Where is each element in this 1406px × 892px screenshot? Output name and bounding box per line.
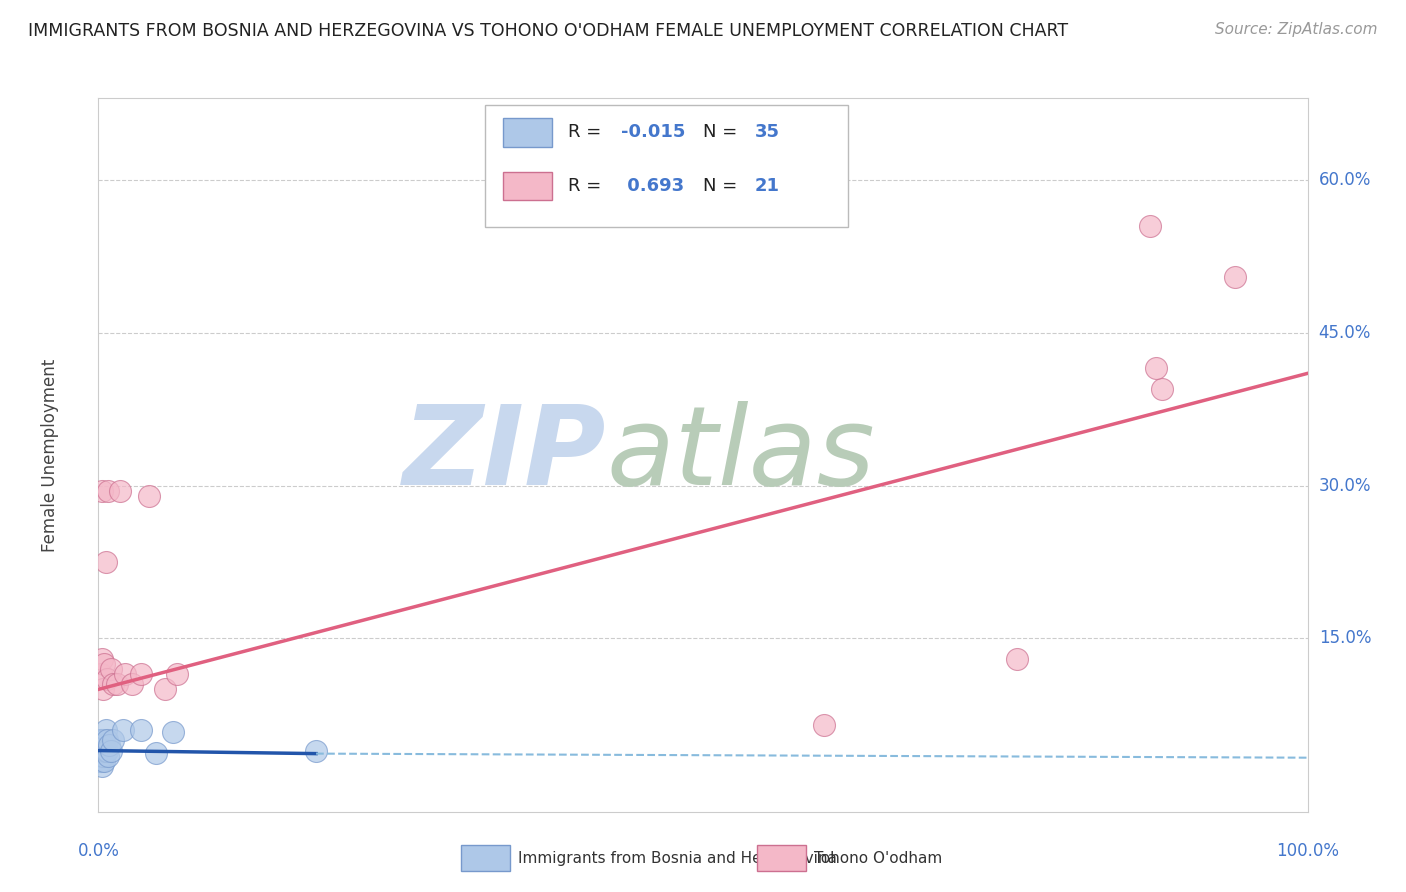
Point	[96, 743, 118, 757]
FancyBboxPatch shape	[461, 846, 509, 871]
Point	[91, 748, 114, 763]
Text: R =: R =	[568, 123, 606, 141]
Text: 60.0%: 60.0%	[1319, 170, 1371, 189]
Point	[91, 652, 114, 666]
Point	[89, 743, 111, 757]
Point	[153, 682, 176, 697]
Point	[93, 743, 115, 757]
Point	[94, 723, 117, 738]
Text: Tohono O'odham: Tohono O'odham	[814, 851, 942, 865]
Text: 15.0%: 15.0%	[1319, 630, 1371, 648]
Text: 45.0%: 45.0%	[1319, 324, 1371, 342]
Point	[90, 667, 112, 681]
Point	[138, 489, 160, 503]
Point	[91, 483, 114, 498]
Point	[91, 733, 114, 747]
Text: 0.693: 0.693	[621, 177, 683, 194]
Point	[129, 667, 152, 681]
Point	[89, 754, 111, 768]
Point	[1139, 219, 1161, 233]
Text: 30.0%: 30.0%	[1319, 476, 1371, 494]
Point	[166, 667, 188, 681]
FancyBboxPatch shape	[758, 846, 806, 871]
Point	[89, 733, 111, 747]
Point	[90, 754, 112, 768]
Text: 21: 21	[755, 177, 780, 194]
Point	[97, 748, 120, 763]
Point	[91, 682, 114, 697]
Text: R =: R =	[568, 177, 606, 194]
Text: -0.015: -0.015	[621, 123, 685, 141]
Point	[100, 743, 122, 757]
Point	[129, 723, 152, 738]
Point	[90, 743, 112, 757]
Point	[108, 483, 131, 498]
Point	[101, 733, 124, 747]
FancyBboxPatch shape	[503, 171, 551, 200]
Point	[91, 754, 114, 768]
Point	[1152, 382, 1174, 396]
Point	[96, 733, 118, 747]
Point	[1007, 652, 1029, 666]
FancyBboxPatch shape	[485, 105, 848, 227]
Point	[91, 739, 114, 753]
Text: Source: ZipAtlas.com: Source: ZipAtlas.com	[1215, 22, 1378, 37]
FancyBboxPatch shape	[503, 118, 551, 146]
Point	[91, 733, 114, 747]
Point	[90, 733, 112, 747]
Point	[97, 483, 120, 498]
Point	[93, 733, 115, 747]
Point	[90, 733, 112, 747]
Point	[89, 743, 111, 757]
Point	[90, 743, 112, 757]
Point	[94, 555, 117, 569]
Text: N =: N =	[703, 177, 742, 194]
Point	[100, 662, 122, 676]
Point	[93, 754, 115, 768]
Point	[162, 725, 184, 739]
Text: Female Unemployment: Female Unemployment	[41, 359, 59, 551]
Point	[91, 748, 114, 763]
Point	[91, 743, 114, 757]
Text: 100.0%: 100.0%	[1277, 842, 1339, 860]
Point	[96, 672, 118, 686]
Point	[1144, 361, 1167, 376]
Text: N =: N =	[703, 123, 742, 141]
Point	[121, 677, 143, 691]
Point	[305, 743, 328, 757]
Point	[105, 677, 128, 691]
Point	[93, 657, 115, 671]
Point	[101, 677, 124, 691]
Point	[114, 667, 136, 681]
Point	[111, 723, 134, 738]
Point	[145, 746, 167, 760]
Point	[1223, 269, 1246, 284]
Point	[91, 743, 114, 757]
Text: IMMIGRANTS FROM BOSNIA AND HERZEGOVINA VS TOHONO O'ODHAM FEMALE UNEMPLOYMENT COR: IMMIGRANTS FROM BOSNIA AND HERZEGOVINA V…	[28, 22, 1069, 40]
Text: atlas: atlas	[606, 401, 875, 508]
Point	[813, 718, 835, 732]
Text: 35: 35	[755, 123, 780, 141]
Point	[90, 754, 112, 768]
Point	[94, 743, 117, 757]
Text: Immigrants from Bosnia and Herzegovina: Immigrants from Bosnia and Herzegovina	[517, 851, 837, 865]
Point	[91, 759, 114, 773]
Text: 0.0%: 0.0%	[77, 842, 120, 860]
Text: ZIP: ZIP	[402, 401, 606, 508]
Point	[98, 739, 121, 753]
